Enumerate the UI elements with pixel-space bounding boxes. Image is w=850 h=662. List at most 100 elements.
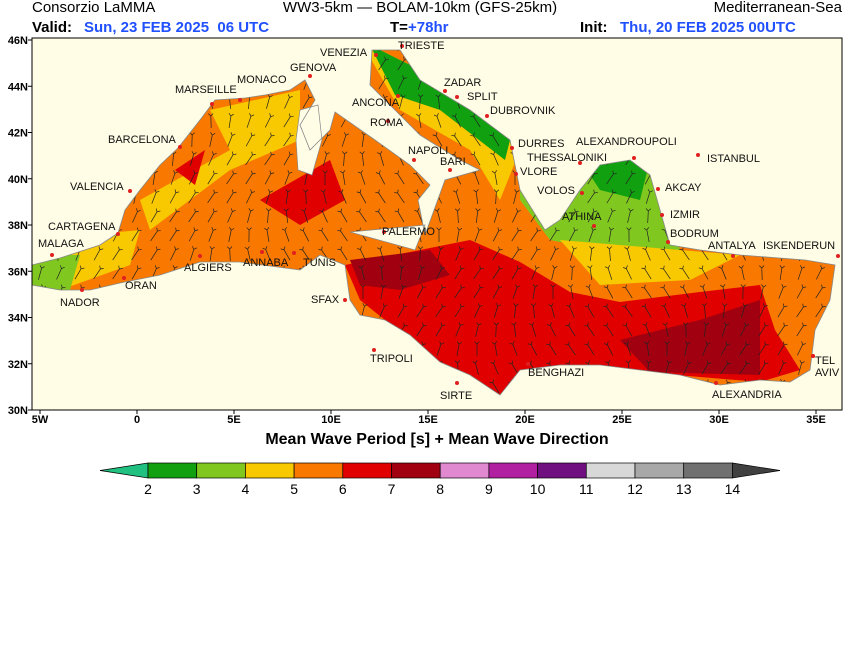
arrow <box>280 246 291 261</box>
arrow <box>226 246 233 262</box>
arrow <box>208 227 217 242</box>
header-center: WW3-5km — BOLAM-10km (GFS-25km) <box>283 0 557 16</box>
arrow <box>264 132 275 147</box>
arrow <box>246 113 255 128</box>
city-dot <box>308 74 312 78</box>
colorbar-box <box>634 462 685 479</box>
arrow <box>188 170 199 185</box>
city-dot <box>128 189 132 193</box>
arrow <box>587 208 598 223</box>
arrow <box>660 265 671 280</box>
arrow <box>284 170 293 185</box>
arrow <box>456 227 463 242</box>
arrow <box>530 303 537 319</box>
city-label: BENGHAZI <box>528 367 584 379</box>
arrow <box>641 303 652 318</box>
arrow <box>474 341 480 357</box>
arrow <box>341 132 350 147</box>
colorbar-box <box>488 462 538 479</box>
colorbar-box <box>147 462 198 479</box>
colorbar-label: 13 <box>676 481 692 497</box>
arrow <box>302 94 313 109</box>
arrow <box>622 303 633 318</box>
city-dot <box>836 254 840 258</box>
colorbar: 2 3 4 5 6 7 8 9 10 11 12 13 14 <box>99 462 781 497</box>
arrow <box>394 208 405 223</box>
arrow <box>299 246 310 261</box>
arrow <box>549 227 560 242</box>
city-label: BARCELONA <box>108 134 177 146</box>
arrow <box>246 189 255 204</box>
arrow <box>548 303 555 318</box>
arrow <box>245 170 256 185</box>
city-dot <box>178 145 182 149</box>
city-label: GENOVA <box>290 62 337 74</box>
colorbar-label: 3 <box>193 481 201 497</box>
colorbar-label: 9 <box>485 481 493 497</box>
arrow <box>318 227 329 242</box>
arrow <box>493 208 501 223</box>
arrow <box>565 322 576 337</box>
arrow <box>245 132 256 147</box>
lon-label: 5W <box>32 414 49 426</box>
lon-label: 10E <box>321 414 341 426</box>
city-label: VLORE <box>520 166 557 178</box>
zone-7 <box>175 150 205 185</box>
arrow <box>759 265 765 281</box>
arrow <box>681 303 688 318</box>
arrow <box>660 246 671 261</box>
city-label: SIRTE <box>440 390 472 402</box>
arrow <box>399 94 406 109</box>
lat-label: 34N <box>8 313 28 325</box>
arrow <box>283 113 294 128</box>
colorbar-box <box>585 462 636 479</box>
arrow <box>394 170 405 185</box>
arrow <box>720 341 731 356</box>
arrow <box>131 265 142 280</box>
arrow <box>568 208 579 223</box>
arrow <box>453 189 461 204</box>
arrow <box>584 322 595 337</box>
arrow <box>455 246 464 261</box>
arrow <box>323 151 330 166</box>
arrow <box>509 341 518 356</box>
colorbar-box <box>683 462 733 479</box>
arrow <box>815 265 826 280</box>
arrow <box>302 189 309 205</box>
arrow <box>322 170 328 186</box>
arrow <box>283 132 294 147</box>
lon-label: 15E <box>418 414 438 426</box>
arrow <box>569 265 576 281</box>
arrow <box>565 341 576 356</box>
lon-label: 35E <box>806 414 826 426</box>
arrow <box>226 189 237 204</box>
arrow <box>588 227 597 242</box>
t-value: +78hr <box>408 19 449 36</box>
city-dot <box>714 381 718 385</box>
arrow <box>511 265 522 280</box>
arrow <box>398 284 407 299</box>
city-label: ATHINA <box>562 211 602 223</box>
arrow <box>357 170 366 185</box>
arrow <box>606 189 617 204</box>
city-label: IZMIR <box>670 209 700 221</box>
arrow <box>207 208 218 223</box>
arrow <box>739 360 750 375</box>
city-dot <box>400 44 404 48</box>
city-dot <box>238 98 242 102</box>
island <box>295 104 323 176</box>
city-label: CARTAGENA <box>48 221 116 233</box>
city-dot <box>632 156 636 160</box>
arrow <box>208 151 217 166</box>
arrow <box>511 322 517 337</box>
init-label: Init: <box>580 19 608 36</box>
arrow <box>740 284 746 300</box>
arrow <box>226 170 237 185</box>
arrow <box>470 151 481 166</box>
arrow <box>378 265 385 281</box>
arrow <box>227 132 236 147</box>
arrow <box>299 227 310 242</box>
arrow <box>188 227 199 242</box>
arrow <box>475 208 481 223</box>
arrow <box>603 303 614 318</box>
